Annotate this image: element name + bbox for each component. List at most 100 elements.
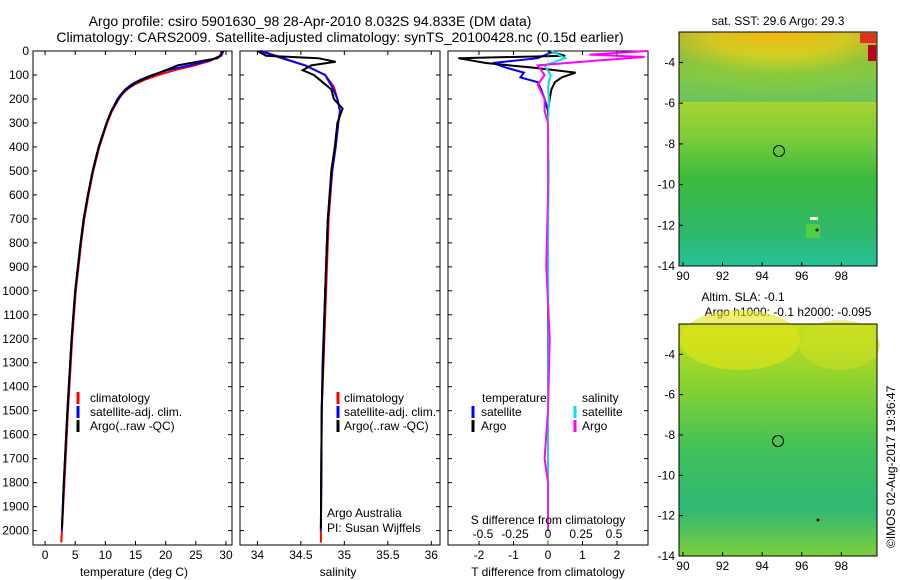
sla-map-frame: [678, 323, 878, 557]
x-tick-label: 35.5: [376, 548, 400, 562]
map-y-tick-label: -14: [658, 259, 676, 273]
temperature-ticks: 0 5 10 15 20 25 30: [33, 50, 233, 562]
x-tick-label: 35: [338, 548, 352, 562]
legend-s-satellite-label: satellite: [582, 405, 623, 419]
x-tick-label: 20: [159, 548, 173, 562]
x-tick-label: 2: [614, 548, 621, 562]
depth-tick-label: 1600: [2, 428, 29, 442]
sst-map-title: sat. SST: 29.6 Argo: 29.3: [712, 14, 845, 28]
sla-map-title-line1: Altim. SLA: -0.1: [701, 290, 785, 304]
legend-climatology-label: climatology: [90, 391, 150, 405]
depth-tick-label: 700: [9, 212, 29, 226]
temperature-legend: climatology satellite-adj. clim. Argo(..…: [76, 391, 182, 433]
map-x-tick-label: 90: [676, 559, 690, 573]
sst-map-cloud-mark: [810, 217, 818, 220]
x-tick-label: -2: [474, 548, 485, 562]
legend-argo-label: Argo(..raw -QC): [90, 419, 175, 433]
map-y-tick-label: -12: [658, 509, 676, 523]
salinity-series: [256, 50, 344, 543]
map-x-tick-label: 96: [795, 269, 809, 283]
depth-tick-label: 1700: [2, 452, 29, 466]
salinity-legend: climatology satellite-adj. clim. Argo(..…: [336, 391, 436, 433]
minor-marker: [815, 228, 819, 232]
temperature-axes: [32, 50, 233, 546]
depth-tick-label: 300: [9, 116, 29, 130]
x-tick-label: 15: [129, 548, 143, 562]
s-difference-label: S difference from climatology: [471, 513, 626, 527]
argo-australia-label: Argo Australia: [327, 506, 402, 520]
s-tick: 0: [545, 527, 552, 541]
map-x-tick-label: 98: [835, 269, 849, 283]
depth-tick-label: 900: [9, 260, 29, 274]
depth-tick-label: 400: [9, 140, 29, 154]
difference-ticks: -2 -1 0 1 2: [448, 50, 648, 562]
map-x-tick-label: 94: [755, 269, 769, 283]
map-x-tick-label: 96: [795, 559, 809, 573]
t-difference-xlabel: T difference from climatology: [471, 565, 625, 579]
temperature-series: [60, 50, 225, 543]
argo-float-marker: [772, 435, 784, 447]
map-x-tick-label: 92: [716, 269, 730, 283]
s-difference-ticks: -0.5 -0.25 0 0.25 0.5: [473, 527, 623, 541]
map-y-tick-label: -4: [664, 347, 675, 361]
sst-map-hot-corner: [860, 33, 876, 43]
x-tick-label: 30: [219, 548, 233, 562]
minor-marker: [816, 518, 820, 522]
x-tick-label: 10: [99, 548, 113, 562]
sla-map-panel: Altim. SLA: -0.1 Argo h1000: -0.1 h2000:…: [658, 290, 880, 573]
difference-series: [458, 50, 649, 545]
x-tick-label: 25: [189, 548, 203, 562]
x-tick-label: 34: [251, 548, 265, 562]
legend-t-satellite-label: satellite: [481, 405, 522, 419]
sst-map-cold-spot: [806, 224, 820, 238]
sla-map-high: [800, 320, 880, 370]
salinity-xlabel: salinity: [320, 565, 357, 579]
series-line-argo: [60, 51, 223, 529]
depth-tick-label: 1300: [2, 356, 29, 370]
depth-tick-label: 0: [22, 44, 29, 58]
legend-salinity-heading: salinity: [582, 391, 619, 405]
s-tick: 0.5: [606, 527, 623, 541]
sst-map-panel: sat. SST: 29.6 Argo: 29.3 90 92 94 96 98 -4 -6…: [658, 14, 878, 283]
salinity-axes: [239, 50, 441, 546]
legend-climatology-label: climatology: [344, 391, 404, 405]
temperature-xlabel: temperature (deg C): [80, 565, 188, 579]
sst-map-ticks: 90 92 94 96 98 -4 -6 -8 -10 -12 -14: [658, 56, 849, 283]
legend-argo-label: Argo(..raw -QC): [344, 419, 429, 433]
depth-tick-label: 1800: [2, 476, 29, 490]
salinity-panel: 34 34.5 35 35.5 36 climatology satellite-adj…: [239, 50, 441, 579]
depth-tick-label: 1500: [2, 404, 29, 418]
x-tick-label: 0: [42, 548, 49, 562]
depth-tick-label: 200: [9, 92, 29, 106]
depth-tick-label: 800: [9, 236, 29, 250]
map-y-tick-label: -10: [658, 178, 676, 192]
depth-tick-label: 2000: [2, 524, 29, 538]
figure-title-line1: Argo profile: csiro 5901630_98 28-Apr-20…: [89, 13, 532, 29]
x-tick-label: -1: [508, 548, 519, 562]
depth-tick-label: 500: [9, 164, 29, 178]
legend-satellite-label: satellite-adj. clim.: [90, 405, 182, 419]
temperature-panel: 0100200300400500600700800900100011001200…: [2, 44, 233, 579]
depth-tick-label: 1900: [2, 500, 29, 514]
imos-timestamp: ©IMOS 02-Aug-2017 19:36:47: [884, 385, 898, 548]
depth-tick-label: 1200: [2, 332, 29, 346]
series-line-salinity-argo: [535, 50, 649, 531]
s-tick: -0.5: [473, 527, 494, 541]
map-x-tick-label: 90: [676, 269, 690, 283]
x-tick-label: 36: [425, 548, 439, 562]
depth-ticks: 0 100 200 300 400 500 600 700 800 900 1000 1100 1200…: [2, 44, 29, 538]
map-y-tick-label: -12: [658, 218, 676, 232]
legend-temperature-heading: temperature: [482, 391, 547, 405]
map-y-tick-label: -8: [664, 428, 675, 442]
sla-map-high: [680, 310, 800, 370]
depth-tick-label: 600: [9, 188, 29, 202]
depth-tick-label: 1000: [2, 284, 29, 298]
sst-map-frame: [678, 31, 878, 267]
map-x-tick-label: 94: [755, 559, 769, 573]
map-y-tick-label: -4: [664, 56, 675, 70]
legend-t-argo-label: Argo: [481, 419, 507, 433]
map-y-tick-label: -14: [658, 549, 676, 563]
x-tick-label: 0: [545, 548, 552, 562]
argo-float-marker: [773, 145, 785, 157]
salinity-ticks: 34 34.5 35 35.5 36: [240, 50, 440, 562]
